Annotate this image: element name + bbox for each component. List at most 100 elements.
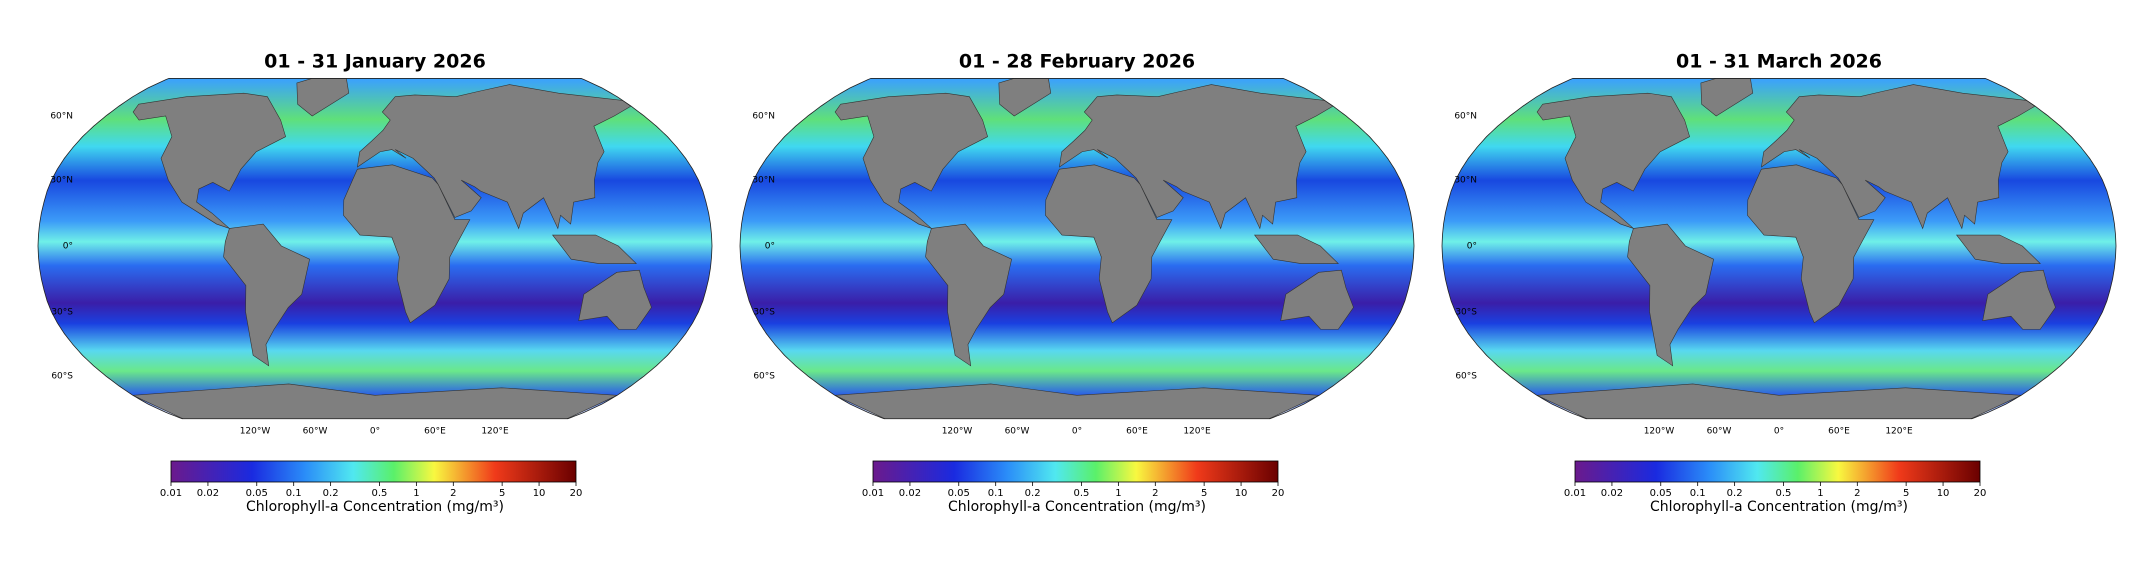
- map-panel: 01 - 31 March 202660°N30°N0°30°S60°S120°…: [1441, 51, 2117, 515]
- land: [1747, 164, 1875, 324]
- lon-label: 60°W: [1707, 427, 1732, 437]
- land: [1280, 269, 1354, 330]
- lat-label: 60°N: [752, 111, 775, 121]
- colorbar-tick-label: 0.01: [862, 488, 884, 499]
- lon-label: 0°: [1072, 427, 1082, 437]
- lon-label: 0°: [370, 427, 380, 437]
- lon-label: 60°E: [1126, 427, 1148, 437]
- map-border: [37, 78, 713, 420]
- map-panel: 01 - 31 January 202660°N30°N0°30°S60°S12…: [37, 51, 713, 515]
- lat-label: 0°: [63, 242, 73, 252]
- colorbar-tick-label: 0.2: [1727, 488, 1743, 499]
- colorbar-tick-label: 0.5: [1073, 488, 1089, 499]
- colorbar-tick-label: 0.01: [160, 488, 182, 499]
- colorbar-tick-label: 20: [1272, 488, 1285, 499]
- land: [223, 223, 310, 367]
- colorbar-tick-label: 0.02: [1601, 488, 1623, 499]
- land-group: [131, 78, 652, 419]
- panel-title: 01 - 31 January 2026: [264, 51, 486, 73]
- colorbar-tick-label: 0.1: [286, 488, 302, 499]
- colorbar-tick-label: 0.01: [1564, 488, 1586, 499]
- lon-label: 120°W: [942, 427, 973, 437]
- land: [343, 164, 471, 324]
- colorbar-tick-label: 0.1: [988, 488, 1004, 499]
- colorbar: [1574, 460, 1981, 483]
- lon-label: 0°: [1774, 427, 1784, 437]
- lat-label: 0°: [765, 242, 775, 252]
- map-panel: 01 - 28 February 2026 60°N 30°N 0° 30°S 60°S 1…: [739, 51, 1415, 515]
- colorbar-label: Chlorophyll-a Concentration (mg/m³): [1650, 499, 1908, 515]
- land: [1956, 234, 2041, 264]
- colorbar-tick-label: 0.5: [371, 488, 387, 499]
- colorbar-tick-label: 5: [499, 488, 505, 499]
- land: [1982, 269, 2056, 330]
- land-group: [1535, 78, 2056, 419]
- colorbar-tick-label: 0.05: [948, 488, 970, 499]
- lat-label: 30°N: [1454, 176, 1477, 186]
- land-group: [833, 78, 1354, 419]
- map-border: [1441, 78, 2117, 420]
- panel-title: 01 - 31 March 2026: [1676, 51, 1882, 73]
- land: [1045, 164, 1173, 324]
- land: [296, 78, 350, 117]
- lon-label: 60°W: [303, 427, 328, 437]
- land: [131, 383, 618, 419]
- colorbar-tick-label: 0.2: [323, 488, 339, 499]
- colorbar-tick-label: 10: [533, 488, 546, 499]
- lon-label: 60°E: [424, 427, 446, 437]
- colorbar-label: Chlorophyll-a Concentration (mg/m³): [948, 499, 1206, 515]
- land: [1700, 78, 1754, 117]
- land: [578, 269, 652, 330]
- colorbar-tick-label: 5: [1903, 488, 1909, 499]
- colorbar-tick-label: 0.02: [197, 488, 219, 499]
- land: [357, 84, 632, 230]
- colorbar: [170, 460, 577, 483]
- land: [833, 383, 1320, 419]
- land: [132, 92, 286, 229]
- land: [834, 92, 988, 229]
- land: [925, 223, 1012, 367]
- colorbar-tick-label: 5: [1201, 488, 1207, 499]
- colorbar-tick-label: 1: [413, 488, 419, 499]
- land: [1535, 383, 2022, 419]
- colorbar-tick-label: 2: [1152, 488, 1158, 499]
- lon-label: 120°E: [1183, 427, 1211, 437]
- colorbar-label: Chlorophyll-a Concentration (mg/m³): [246, 499, 504, 515]
- lat-label: 60°N: [50, 111, 73, 121]
- colorbar-tick-label: 0.1: [1690, 488, 1706, 499]
- lon-label: 60°E: [1828, 427, 1850, 437]
- map-border: [739, 78, 1415, 420]
- colorbar-tick-label: 10: [1235, 488, 1248, 499]
- colorbar-tick-label: 0.05: [246, 488, 268, 499]
- colorbar-tick-label: 2: [1854, 488, 1860, 499]
- land: [1761, 84, 2036, 230]
- lat-label: 30°S: [1455, 307, 1477, 317]
- land: [1536, 92, 1690, 229]
- lat-label: 60°S: [51, 372, 73, 382]
- colorbar-tick-label: 1: [1817, 488, 1823, 499]
- land: [552, 234, 637, 264]
- colorbar-tick-label: 0.5: [1775, 488, 1791, 499]
- lat-label: 30°N: [50, 176, 73, 186]
- colorbar-tick-label: 20: [1974, 488, 1987, 499]
- colorbar-tick-label: 0.05: [1650, 488, 1672, 499]
- lon-label: 120°W: [1644, 427, 1675, 437]
- land: [1059, 84, 1334, 230]
- lon-label: 120°E: [481, 427, 509, 437]
- colorbar-tick-label: 20: [570, 488, 583, 499]
- lon-label: 120°E: [1885, 427, 1913, 437]
- colorbar-tick-label: 0.02: [899, 488, 921, 499]
- lat-label: 30°S: [753, 307, 775, 317]
- lat-label: 0°: [1467, 242, 1477, 252]
- land: [998, 78, 1052, 117]
- colorbar-tick-label: 10: [1937, 488, 1950, 499]
- colorbar: [872, 460, 1279, 483]
- panel-title: 01 - 28 February 2026: [959, 51, 1195, 73]
- lat-label: 60°N: [1454, 111, 1477, 121]
- lat-label: 30°S: [51, 307, 73, 317]
- lat-label: 60°S: [753, 372, 775, 382]
- lat-label: 60°S: [1455, 372, 1477, 382]
- lon-label: 120°W: [240, 427, 271, 437]
- land: [1254, 234, 1339, 264]
